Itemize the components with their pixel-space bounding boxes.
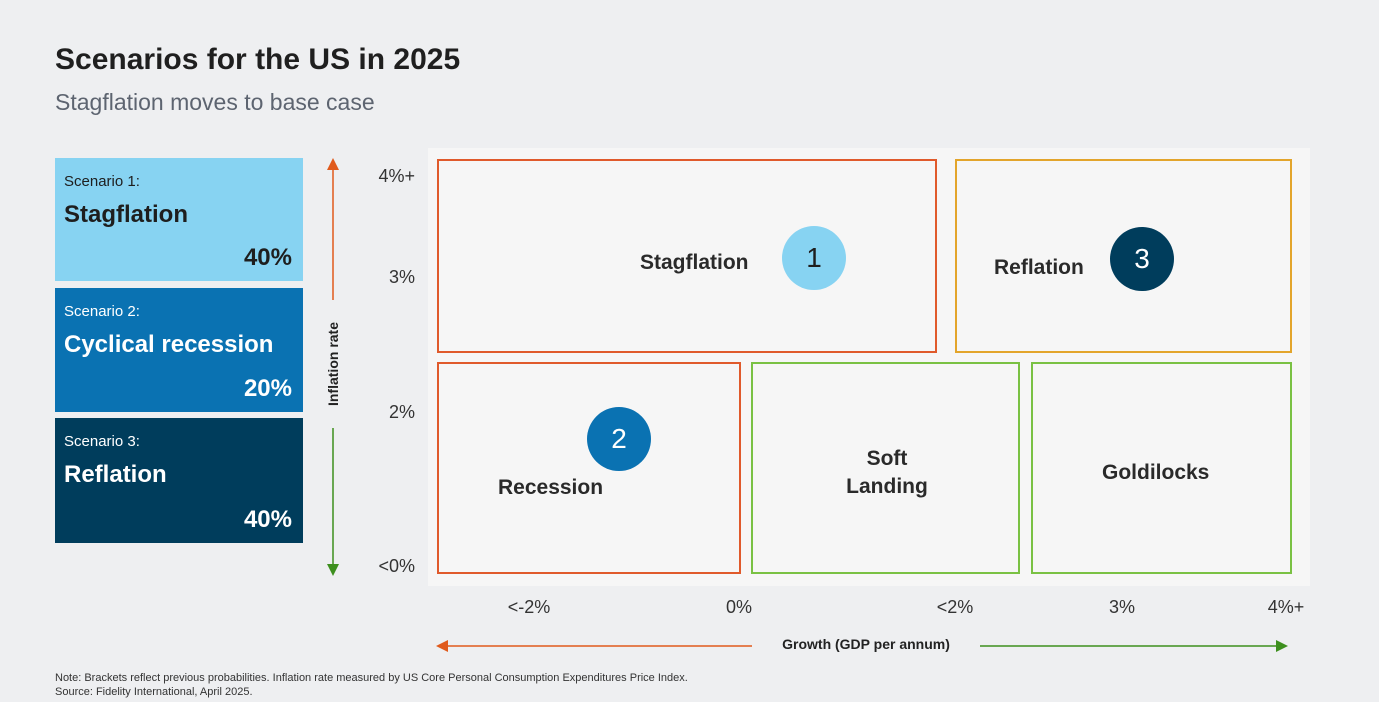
quadrant-label-soft-landing: Soft Landing: [827, 445, 947, 501]
scenario-name: Cyclical recession: [64, 331, 274, 358]
x-tick-label: 0%: [725, 597, 753, 617]
quadrant-reflation: [955, 159, 1292, 353]
x-tick-label: <-2%: [507, 597, 551, 617]
y-tick-label: 2%: [388, 402, 415, 422]
x-tick-label: <2%: [936, 597, 974, 617]
footnote: Note: Brackets reflect previous probabil…: [55, 672, 688, 684]
x-axis-label: Growth (GDP per annum): [782, 636, 950, 652]
scenario-card-stagflation: Scenario 1: Stagflation 40%: [55, 158, 303, 281]
scenario-name: Reflation: [64, 461, 167, 488]
source-note: Source: Fidelity International, April 20…: [55, 686, 253, 698]
quadrant-stagflation: [437, 159, 937, 353]
y-axis-label: Inflation rate: [325, 321, 341, 407]
scenario-probability: 40%: [243, 506, 292, 533]
scenario-marker-1: 1: [782, 226, 846, 290]
scenario-card-reflation: Scenario 3: Reflation 40%: [55, 418, 303, 543]
y-tick-label: 3%: [388, 267, 415, 287]
quadrant-goldilocks: [1031, 362, 1292, 574]
scenario-card-cyclical-recession: Scenario 2: Cyclical recession 20%: [55, 288, 303, 412]
scenario-marker-3: 3: [1110, 227, 1174, 291]
page-title: Scenarios for the US in 2025: [55, 43, 461, 76]
quadrant-recession: [437, 362, 741, 574]
scenario-label: Scenario 2:: [64, 303, 140, 320]
y-tick-label: <0%: [378, 556, 415, 576]
soft-landing-line-1: Soft: [866, 447, 908, 470]
x-axis-arrows: [436, 640, 1288, 652]
soft-landing-line-2: Landing: [846, 475, 928, 498]
x-tick-label: 4%+: [1267, 597, 1305, 617]
quadrant-label-goldilocks: Goldilocks: [1102, 461, 1210, 484]
quadrant-soft-landing: [751, 362, 1020, 574]
quadrant-label-reflation: Reflation: [994, 256, 1084, 279]
scenario-label: Scenario 1:: [64, 173, 140, 190]
quadrant-label-recession: Recession: [498, 476, 604, 499]
page-subtitle: Stagflation moves to base case: [55, 89, 375, 115]
scenario-marker-2: 2: [587, 407, 651, 471]
y-axis-arrows: [327, 158, 339, 576]
quadrant-label-stagflation: Stagflation: [640, 251, 749, 274]
y-tick-label: 4%+: [378, 166, 415, 186]
scenario-label: Scenario 3:: [64, 433, 140, 450]
scenario-probability: 40%: [243, 244, 292, 271]
scenario-name: Stagflation: [64, 201, 188, 228]
scenario-probability: 20%: [243, 375, 292, 402]
x-tick-label: 3%: [1108, 597, 1136, 617]
scenario-matrix: [428, 148, 1310, 586]
